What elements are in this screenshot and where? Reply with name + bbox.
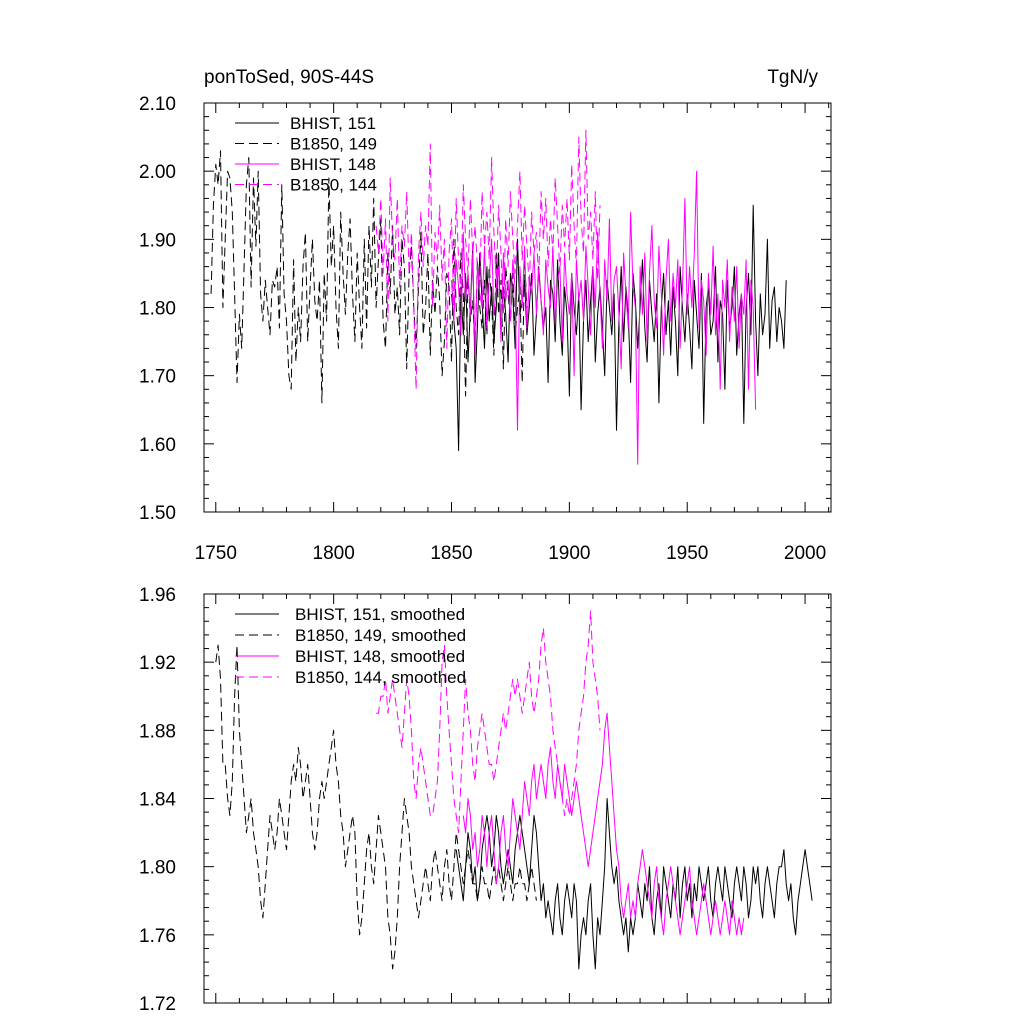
series-line-2 [215, 644, 537, 970]
x-tick-label: 1900 [548, 543, 590, 564]
series-line-1 [455, 798, 813, 970]
y-tick-label: 1.80 [139, 858, 176, 879]
y-tick-label: 1.84 [139, 790, 176, 811]
legend: BHIST, 151, smoothed B1850, 149, smoothed… [235, 605, 466, 687]
y-tick-label: 1.50 [139, 503, 176, 524]
legend-label: BHIST, 148, smoothed [295, 647, 465, 666]
x-tick-label: 1850 [430, 543, 472, 564]
y-tick-label: 1.80 [139, 299, 176, 320]
legend-label: B1850, 149 [290, 135, 377, 154]
x-tick-label: 1750 [195, 543, 237, 564]
chart-units-label: TgN/y [767, 67, 818, 88]
y-tick-label: 1.88 [139, 721, 176, 742]
y-tick-label: 1.72 [139, 994, 176, 1015]
legend-label: BHIST, 151, smoothed [295, 605, 465, 624]
series-line-4 [375, 129, 601, 390]
legend-label: BHIST, 148 [290, 155, 376, 174]
y-tick-label: 1.96 [139, 585, 176, 606]
x-tick-label: 1950 [666, 543, 708, 564]
chart-title-left: ponToSed, 90S-44S [204, 67, 374, 88]
x-tick-label: 2000 [784, 543, 826, 564]
y-tick-label: 1.70 [139, 367, 176, 388]
bottom-chart: 1.72 1.76 1.80 1.84 1.88 1.92 1.96 BHIST, 151, … [139, 585, 832, 1015]
legend-label: BHIST, 151 [290, 114, 376, 133]
y-tick-label: 2.00 [139, 162, 176, 183]
y-tick-label: 1.60 [139, 435, 176, 456]
top-chart: 1.50 1.60 1.70 1.80 1.90 2.00 2.10 1750 1800 1850… [139, 94, 832, 564]
series-line-3 [462, 712, 745, 936]
legend-label: B1850, 144 [290, 176, 377, 195]
y-tick-label: 2.10 [139, 94, 176, 115]
x-tick-label: 1800 [313, 543, 355, 564]
y-tick-label: 1.90 [139, 230, 176, 251]
y-tick-label: 1.92 [139, 653, 176, 674]
series-line-4 [376, 610, 601, 834]
y-tick-label: 1.76 [139, 926, 176, 947]
legend-label: B1850, 144, smoothed [295, 668, 466, 687]
legend-label: B1850, 149, smoothed [295, 626, 466, 645]
series-line-3 [451, 170, 757, 465]
